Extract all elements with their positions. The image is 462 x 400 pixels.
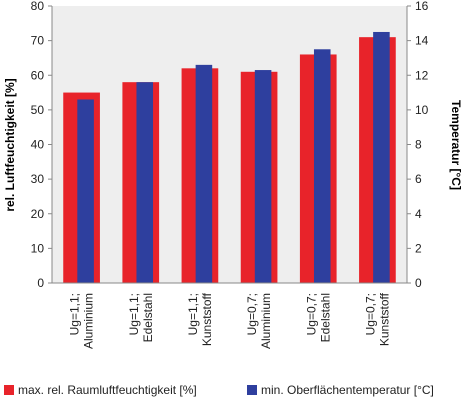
y-tick-label-right: 16: [415, 0, 429, 13]
x-category-label: Ug=0,7; Edelstahl: [304, 293, 332, 342]
bar-temperature: [77, 99, 94, 283]
x-category-label-line: Ug=1,1;: [186, 293, 200, 335]
x-category-labels: Ug=1,1; Aluminium Ug=1,1; Edelstahl Ug=1,1; K…: [68, 292, 392, 349]
bar-temperature: [313, 49, 331, 283]
bar-temperature: [373, 31, 390, 283]
x-category-label-line: Ug=1,1;: [68, 293, 82, 335]
x-category-label: Ug=1,1; Kunststoff: [186, 292, 214, 346]
x-category-label-line: Ug=0,7;: [304, 293, 318, 335]
x-category-label: Ug=1,1; Aluminium: [68, 293, 96, 349]
y-tick-label-right: 10: [415, 103, 429, 117]
y-tick-label-left: 70: [31, 34, 45, 48]
legend-label-temperature: min. Oberflächentemperatur [°C]: [261, 383, 434, 397]
y-tick-label-right: 2: [415, 241, 422, 255]
y-tick-label-right: 6: [415, 172, 422, 186]
x-category-label-line: Kunststoff: [200, 292, 214, 346]
y-tick-label-right: 14: [415, 34, 429, 48]
y-tick-label-left: 80: [31, 0, 45, 13]
y-axis-title-left: rel. Luftfeuchtigkeit [%]: [3, 78, 17, 211]
x-category-label-line: Aluminium: [82, 293, 96, 349]
x-category-label: Ug=0,7; Aluminium: [245, 293, 273, 349]
x-category-label-line: Edelstahl: [141, 293, 155, 342]
y-tick-label-left: 10: [31, 241, 45, 255]
x-category-label: Ug=0,7; Kunststoff: [363, 292, 391, 346]
legend: max. rel. Raumluftfeuchtigkeit [%] min. …: [4, 383, 434, 397]
legend-label-humidity: max. rel. Raumluftfeuchtigkeit [%]: [18, 383, 197, 397]
bar-temperature: [136, 82, 154, 283]
y-tick-label-left: 50: [31, 103, 45, 117]
y-tick-label-right: 8: [415, 138, 422, 152]
y-axis-title-right: Temperatur [°C]: [449, 100, 462, 190]
y-tick-label-left: 20: [31, 207, 45, 221]
y-tick-label-left: 60: [31, 68, 45, 82]
y-ticks-left: 0 10 20 30 40 50 60 70 80: [31, 0, 52, 290]
y-tick-label-left: 30: [31, 172, 45, 186]
x-category-label-line: Aluminium: [259, 293, 273, 349]
x-category-label: Ug=1,1; Edelstahl: [127, 293, 155, 342]
plot-area: [52, 6, 407, 283]
x-category-label-line: Edelstahl: [318, 293, 332, 342]
y-tick-label-right: 12: [415, 68, 429, 82]
y-tick-label-left: 0: [37, 276, 44, 290]
x-category-label-line: Ug=0,7;: [245, 293, 259, 335]
x-category-label-line: Ug=0,7;: [363, 293, 377, 335]
bar-temperature: [254, 70, 272, 284]
y-ticks-right: 0 2 4 6 8 10 12 14 16: [407, 0, 429, 290]
bars-group: [63, 31, 396, 284]
bar-temperature: [195, 64, 213, 283]
legend-swatch-temperature: [247, 385, 257, 395]
y-tick-label-right: 4: [415, 207, 422, 221]
x-category-label-line: Kunststoff: [377, 292, 391, 346]
legend-swatch-humidity: [4, 385, 14, 395]
y-tick-label-left: 40: [31, 138, 45, 152]
y-tick-label-right: 0: [415, 276, 422, 290]
x-category-label-line: Ug=1,1;: [127, 293, 141, 335]
